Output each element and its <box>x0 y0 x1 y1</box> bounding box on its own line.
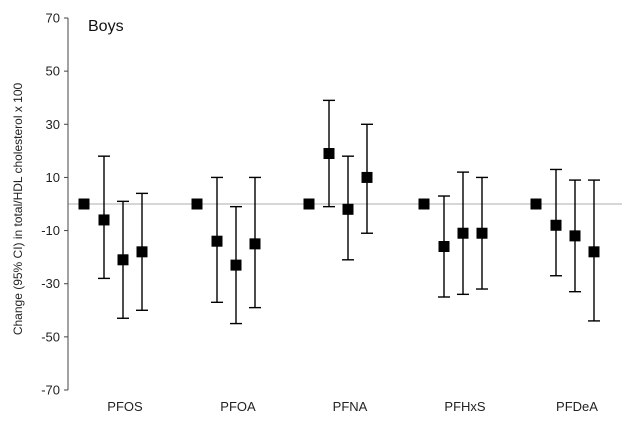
y-tick-label: 50 <box>46 64 60 79</box>
point-marker <box>569 230 581 242</box>
y-tick-label: -70 <box>41 383 60 398</box>
point-marker <box>117 254 129 266</box>
point-marker <box>418 198 430 210</box>
point-marker <box>323 148 335 160</box>
point-marker <box>78 198 90 210</box>
chart-annotation: Boys <box>88 18 124 35</box>
y-tick-label: 70 <box>46 11 60 26</box>
point-marker <box>438 241 450 253</box>
point-marker <box>191 198 203 210</box>
point-marker <box>249 238 261 250</box>
point-marker <box>530 198 542 210</box>
point-marker <box>136 246 148 258</box>
y-tick-label: 30 <box>46 117 60 132</box>
y-axis-label: Change (95% CI) in total/HDL cholesterol… <box>11 83 25 336</box>
y-tick-label: -30 <box>41 276 60 291</box>
x-category-label: PFOS <box>107 399 143 414</box>
y-tick-label: -10 <box>41 223 60 238</box>
point-marker <box>588 246 600 258</box>
point-marker <box>457 227 469 239</box>
x-category-label: PFOA <box>220 399 256 414</box>
point-marker <box>361 171 373 183</box>
y-tick-label: 10 <box>46 170 60 185</box>
point-marker <box>303 198 315 210</box>
point-marker <box>211 235 223 247</box>
point-marker <box>550 219 562 231</box>
y-tick-label: -50 <box>41 329 60 344</box>
point-marker <box>98 214 110 226</box>
point-marker <box>342 203 354 215</box>
point-marker <box>230 259 242 271</box>
x-category-label: PFNA <box>333 399 368 414</box>
x-category-label: PFDeA <box>556 399 598 414</box>
x-category-label: PFHxS <box>444 399 486 414</box>
point-marker <box>476 227 488 239</box>
